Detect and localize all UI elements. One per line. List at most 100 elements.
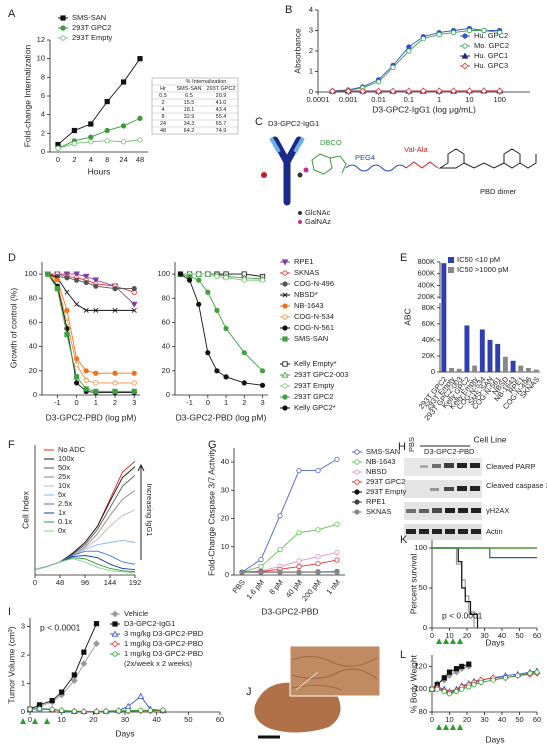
marker: [282, 361, 288, 367]
marker: [459, 663, 465, 670]
western-blot: H PBS D3-GPC2-PBD Cleaved PARP Cleaved c…: [398, 437, 547, 540]
x-tick-label: 60: [533, 715, 541, 724]
x-tick-label: 3: [260, 398, 264, 407]
marker: [241, 277, 247, 283]
marker: [466, 684, 472, 690]
marker: [429, 686, 435, 692]
marker: [80, 660, 88, 667]
panel-letter: I: [8, 606, 11, 618]
treatment-label: D3-GPC2-PBD: [424, 447, 475, 456]
dosing-arrows: [20, 638, 463, 730]
series-line: [47, 273, 135, 394]
marker: [282, 281, 288, 287]
galnaz-label: GalNAz: [305, 217, 331, 226]
y-tick-label: 800K: [417, 257, 435, 266]
marker: [205, 289, 211, 295]
blot-strip: [404, 524, 482, 540]
dbco-label: DBCO: [320, 138, 342, 147]
y-tick-label: 3: [309, 25, 313, 34]
y-tick-label: 400K: [417, 280, 435, 289]
texture: [291, 656, 378, 691]
marker: [64, 307, 70, 313]
legend-label: SKNAS: [366, 507, 391, 516]
x-tick-label: 20: [463, 631, 471, 640]
marker: [112, 370, 118, 376]
y-axis-label: Percent survival: [408, 554, 418, 615]
y-tick-label: 2: [21, 650, 25, 659]
x-tick-label: 200 pM: [300, 578, 323, 603]
marker: [296, 558, 302, 564]
table-cell: 8: [161, 114, 164, 120]
marker: [83, 307, 89, 313]
table-cell: 65.7: [216, 121, 227, 127]
x-tick-label: 0: [33, 578, 37, 587]
series-line: [47, 273, 135, 290]
marker: [131, 307, 137, 313]
pbs-label: PBS: [407, 437, 416, 452]
legend-label: SKNAS: [294, 268, 319, 277]
legend-label: 1 mg/kg D3-GPC2-PBD: [124, 639, 204, 648]
marker: [205, 271, 211, 277]
x-tick-label: 2: [242, 398, 246, 407]
marker: [277, 513, 283, 519]
marker: [462, 33, 468, 39]
legend-label: 293T GPC2: [366, 477, 405, 486]
marker: [241, 380, 247, 386]
marker: [116, 708, 122, 714]
x-tick-label: 4: [89, 155, 93, 164]
marker: [354, 449, 360, 455]
marker: [282, 394, 288, 400]
y-tick-label: 3: [21, 622, 25, 631]
marker: [137, 137, 143, 143]
x-tick-label: 192: [129, 578, 142, 587]
x-tick-label: 40: [152, 715, 160, 724]
x-tick-label: 0: [430, 715, 434, 724]
antibody-shape: [271, 136, 303, 206]
x-tick-label: -1: [54, 398, 61, 407]
marker: [441, 675, 447, 681]
x-tick-label: 30: [480, 631, 488, 640]
x-tick-label: 0: [28, 715, 32, 724]
marker: [112, 621, 118, 627]
marker: [205, 350, 211, 356]
marker: [258, 569, 264, 575]
annotation: p < 0.0001: [442, 610, 483, 620]
legend-label: 1 mg/kg D3-GPC2-PBD: [124, 649, 204, 658]
marker: [112, 380, 118, 386]
survival-line: [432, 547, 537, 559]
x-tick-label: 0: [75, 398, 79, 407]
y-tick-label: 600K: [417, 269, 435, 278]
x-tick-label: 100: [493, 95, 506, 104]
marker: [73, 380, 80, 386]
marker: [461, 62, 469, 70]
x-tick-label: 0: [56, 155, 60, 164]
legend-label: 0.1x: [58, 517, 72, 526]
marker: [64, 275, 70, 281]
legend-label: 3 mg/kg D3-GPC2-PBD: [124, 629, 204, 638]
y-axis-label: Fold-change Internalization: [22, 44, 32, 147]
marker: [125, 707, 131, 714]
marker: [282, 303, 288, 309]
marker: [315, 569, 321, 575]
legend-label: NBSD: [366, 467, 387, 476]
marker: [214, 307, 220, 313]
marker: [466, 27, 473, 34]
marker: [64, 331, 70, 338]
antibody-variable: [269, 137, 305, 153]
legend-label: Hu. GPC2: [474, 31, 508, 40]
y-tick-label: 0: [431, 367, 435, 376]
marker: [131, 370, 137, 376]
blot-strip: [404, 502, 482, 520]
legend-dot: [298, 211, 302, 215]
legend-label: No ADC: [58, 445, 86, 454]
bands: [406, 463, 481, 534]
marker: [27, 706, 33, 712]
bar: [472, 365, 478, 372]
table-cell: SMS-SAN: [176, 86, 201, 92]
legend-label: IC50 >1000 pM: [457, 265, 509, 274]
panel-letter: J: [246, 686, 252, 698]
marker: [112, 307, 118, 313]
marker: [277, 569, 283, 575]
histology-image: J: [246, 645, 381, 739]
y-tick-label: 120: [414, 661, 427, 670]
